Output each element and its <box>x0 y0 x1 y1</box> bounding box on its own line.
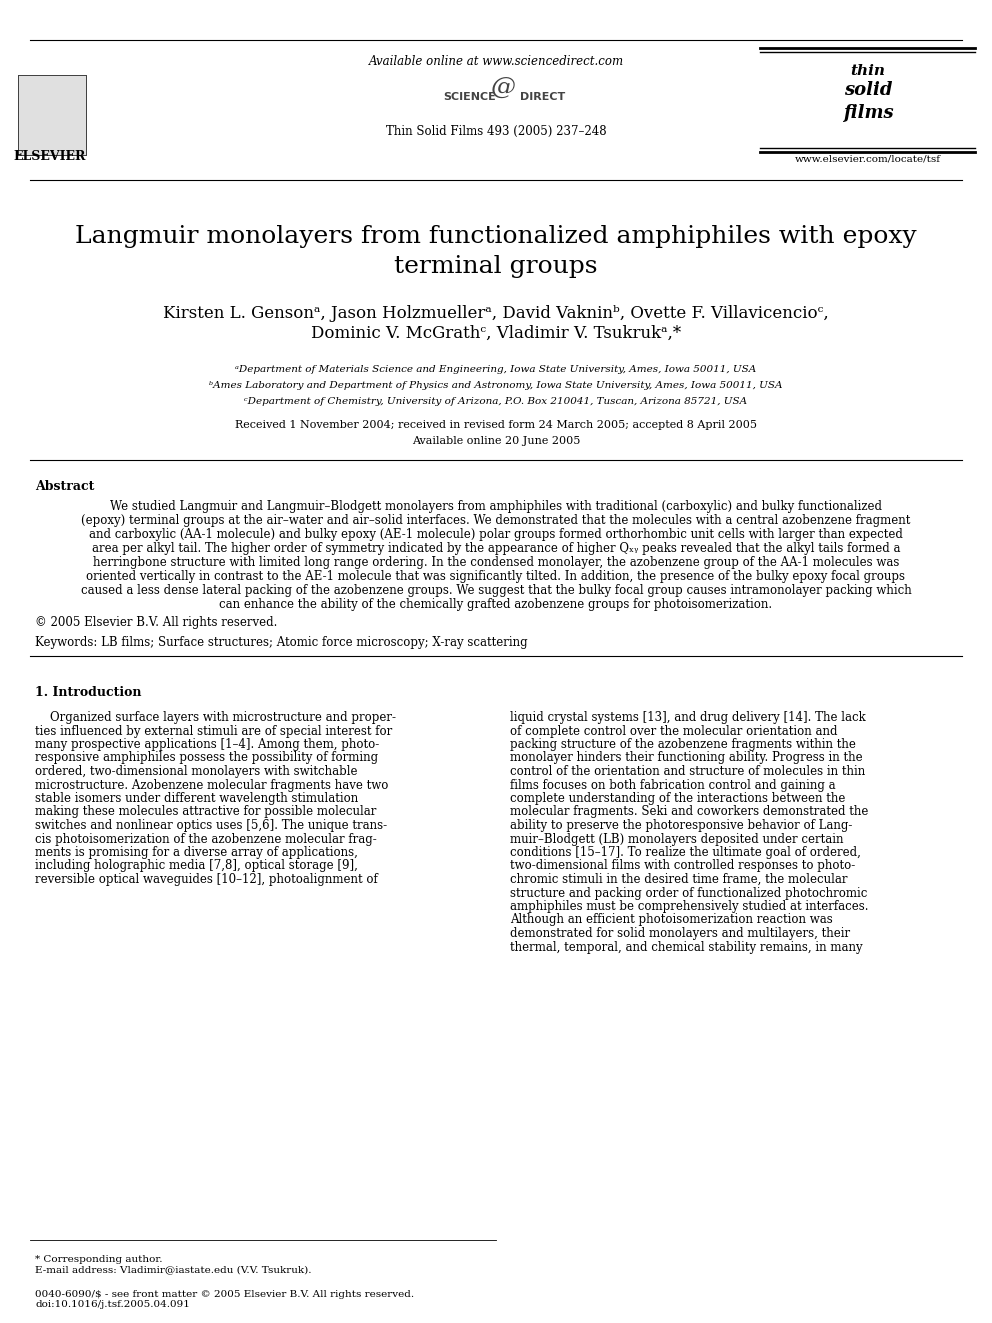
Text: Keywords: LB films; Surface structures; Atomic force microscopy; X-ray scatterin: Keywords: LB films; Surface structures; … <box>35 636 528 650</box>
Text: © 2005 Elsevier B.V. All rights reserved.: © 2005 Elsevier B.V. All rights reserved… <box>35 617 278 628</box>
Text: (epoxy) terminal groups at the air–water and air–solid interfaces. We demonstrat: (epoxy) terminal groups at the air–water… <box>81 515 911 527</box>
Text: responsive amphiphiles possess the possibility of forming: responsive amphiphiles possess the possi… <box>35 751 378 765</box>
Text: Dominic V. McGrathᶜ, Vladimir V. Tsukrukᵃ,*: Dominic V. McGrathᶜ, Vladimir V. Tsukruk… <box>310 325 682 343</box>
Text: reversible optical waveguides [10–12], photoalignment of: reversible optical waveguides [10–12], p… <box>35 873 378 886</box>
Text: can enhance the ability of the chemically grafted azobenzene groups for photoiso: can enhance the ability of the chemicall… <box>219 598 773 611</box>
Text: area per alkyl tail. The higher order of symmetry indicated by the appearance of: area per alkyl tail. The higher order of… <box>91 542 901 556</box>
Bar <box>18 75 86 155</box>
Text: ability to preserve the photoresponsive behavior of Lang-: ability to preserve the photoresponsive … <box>510 819 852 832</box>
Text: two-dimensional films with controlled responses to photo-: two-dimensional films with controlled re… <box>510 860 855 872</box>
Text: Organized surface layers with microstructure and proper-: Organized surface layers with microstruc… <box>35 710 396 724</box>
Text: Thin Solid Films 493 (2005) 237–248: Thin Solid Films 493 (2005) 237–248 <box>386 124 606 138</box>
Text: switches and nonlinear optics uses [5,6]. The unique trans-: switches and nonlinear optics uses [5,6]… <box>35 819 387 832</box>
Text: DIRECT: DIRECT <box>520 93 565 102</box>
Text: oriented vertically in contrast to the AE-1 molecule that was significantly tilt: oriented vertically in contrast to the A… <box>86 570 906 583</box>
Text: conditions [15–17]. To realize the ultimate goal of ordered,: conditions [15–17]. To realize the ultim… <box>510 845 861 859</box>
Text: making these molecules attractive for possible molecular: making these molecules attractive for po… <box>35 806 376 819</box>
Text: thin: thin <box>850 64 886 78</box>
Text: cis photoisomerization of the azobenzene molecular frag-: cis photoisomerization of the azobenzene… <box>35 832 377 845</box>
Text: We studied Langmuir and Langmuir–Blodgett monolayers from amphiphiles with tradi: We studied Langmuir and Langmuir–Blodget… <box>110 500 882 513</box>
Text: of complete control over the molecular orientation and: of complete control over the molecular o… <box>510 725 837 737</box>
Text: films focuses on both fabrication control and gaining a: films focuses on both fabrication contro… <box>510 778 835 791</box>
Text: ᶜDepartment of Chemistry, University of Arizona, P.O. Box 210041, Tuscan, Arizon: ᶜDepartment of Chemistry, University of … <box>244 397 748 406</box>
Text: Although an efficient photoisomerization reaction was: Although an efficient photoisomerization… <box>510 913 832 926</box>
Text: muir–Blodgett (LB) monolayers deposited under certain: muir–Blodgett (LB) monolayers deposited … <box>510 832 843 845</box>
Text: ties influenced by external stimuli are of special interest for: ties influenced by external stimuli are … <box>35 725 392 737</box>
Text: many prospective applications [1–4]. Among them, photo-: many prospective applications [1–4]. Amo… <box>35 738 379 751</box>
Text: stable isomers under different wavelength stimulation: stable isomers under different wavelengt… <box>35 792 358 804</box>
Text: liquid crystal systems [13], and drug delivery [14]. The lack: liquid crystal systems [13], and drug de… <box>510 710 866 724</box>
Text: Available online 20 June 2005: Available online 20 June 2005 <box>412 437 580 446</box>
Text: Abstract: Abstract <box>35 480 94 493</box>
Text: caused a less dense lateral packing of the azobenzene groups. We suggest that th: caused a less dense lateral packing of t… <box>80 583 912 597</box>
Text: molecular fragments. Seki and coworkers demonstrated the: molecular fragments. Seki and coworkers … <box>510 806 868 819</box>
Text: ments is promising for a diverse array of applications,: ments is promising for a diverse array o… <box>35 845 358 859</box>
Text: herringbone structure with limited long range ordering. In the condensed monolay: herringbone structure with limited long … <box>93 556 899 569</box>
Text: demonstrated for solid monolayers and multilayers, their: demonstrated for solid monolayers and mu… <box>510 927 850 941</box>
Text: and carboxylic (AA-1 molecule) and bulky epoxy (AE-1 molecule) polar groups form: and carboxylic (AA-1 molecule) and bulky… <box>89 528 903 541</box>
Text: control of the orientation and structure of molecules in thin: control of the orientation and structure… <box>510 765 865 778</box>
Text: solid: solid <box>844 81 892 99</box>
Text: films: films <box>842 105 894 122</box>
Text: @: @ <box>490 77 516 101</box>
Text: including holographic media [7,8], optical storage [9],: including holographic media [7,8], optic… <box>35 860 358 872</box>
Text: SCIENCE: SCIENCE <box>443 93 496 102</box>
Text: Kirsten L. Gensonᵃ, Jason Holzmuellerᵃ, David Vakninᵇ, Ovette F. Villavicencioᶜ,: Kirsten L. Gensonᵃ, Jason Holzmuellerᵃ, … <box>163 306 829 321</box>
Text: ELSEVIER: ELSEVIER <box>14 149 86 163</box>
Text: packing structure of the azobenzene fragments within the: packing structure of the azobenzene frag… <box>510 738 856 751</box>
Text: 0040-6090/$ - see front matter © 2005 Elsevier B.V. All rights reserved.
doi:10.: 0040-6090/$ - see front matter © 2005 El… <box>35 1290 414 1310</box>
Text: 1. Introduction: 1. Introduction <box>35 687 142 699</box>
Text: microstructure. Azobenzene molecular fragments have two: microstructure. Azobenzene molecular fra… <box>35 778 389 791</box>
Text: chromic stimuli in the desired time frame, the molecular: chromic stimuli in the desired time fram… <box>510 873 847 886</box>
Text: complete understanding of the interactions between the: complete understanding of the interactio… <box>510 792 845 804</box>
Text: ᵇAmes Laboratory and Department of Physics and Astronomy, Iowa State University,: ᵇAmes Laboratory and Department of Physi… <box>209 381 783 390</box>
Text: amphiphiles must be comprehensively studied at interfaces.: amphiphiles must be comprehensively stud… <box>510 900 869 913</box>
Text: Available online at www.sciencedirect.com: Available online at www.sciencedirect.co… <box>368 56 624 67</box>
Text: monolayer hinders their functioning ability. Progress in the: monolayer hinders their functioning abil… <box>510 751 863 765</box>
Text: structure and packing order of functionalized photochromic: structure and packing order of functiona… <box>510 886 867 900</box>
Text: thermal, temporal, and chemical stability remains, in many: thermal, temporal, and chemical stabilit… <box>510 941 863 954</box>
Text: Langmuir monolayers from functionalized amphiphiles with epoxy
terminal groups: Langmuir monolayers from functionalized … <box>75 225 917 278</box>
Bar <box>18 75 86 155</box>
Text: ᵃDepartment of Materials Science and Engineering, Iowa State University, Ames, I: ᵃDepartment of Materials Science and Eng… <box>235 365 757 374</box>
Text: www.elsevier.com/locate/tsf: www.elsevier.com/locate/tsf <box>795 155 941 164</box>
Text: ordered, two-dimensional monolayers with switchable: ordered, two-dimensional monolayers with… <box>35 765 357 778</box>
Text: Received 1 November 2004; received in revised form 24 March 2005; accepted 8 Apr: Received 1 November 2004; received in re… <box>235 419 757 430</box>
Text: * Corresponding author.
E-mail address: Vladimir@iastate.edu (V.V. Tsukruk).: * Corresponding author. E-mail address: … <box>35 1256 311 1274</box>
